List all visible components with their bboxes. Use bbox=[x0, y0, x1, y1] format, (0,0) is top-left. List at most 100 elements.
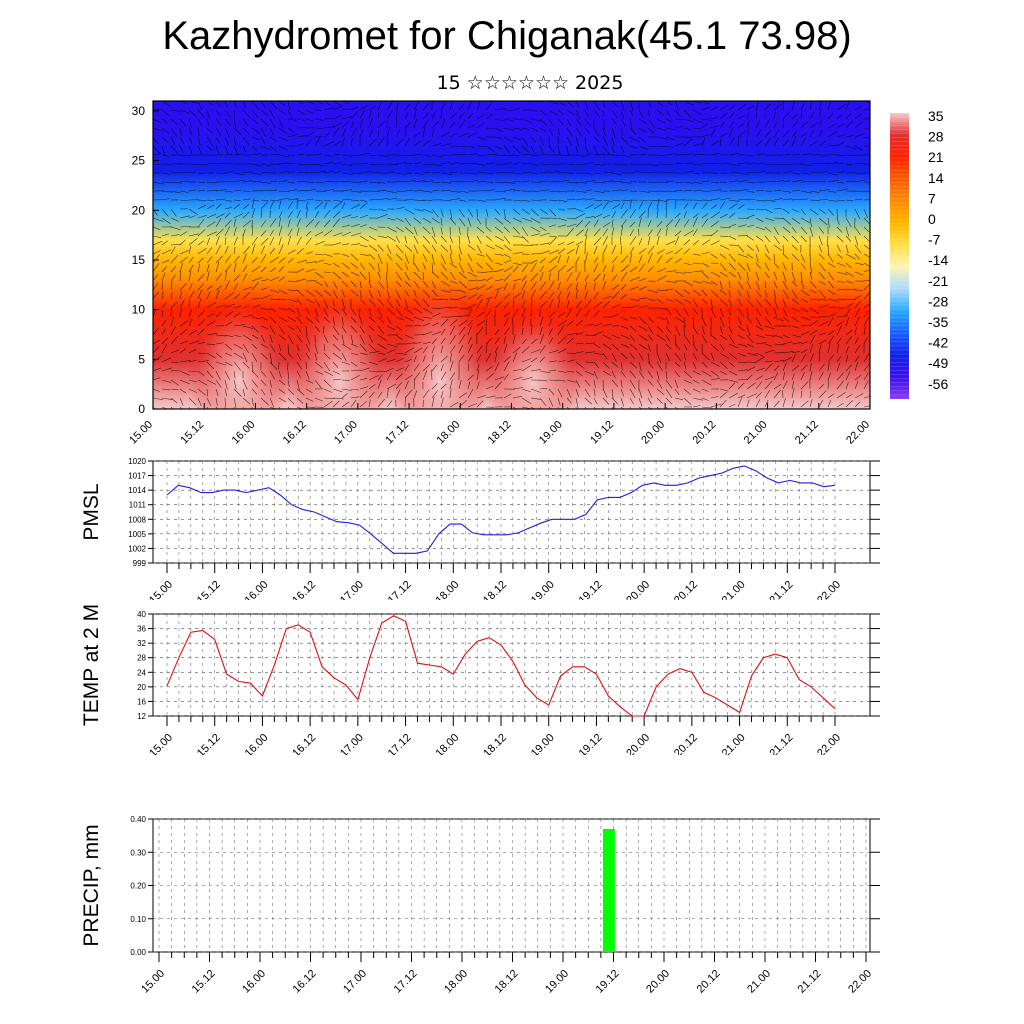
wind-vector bbox=[377, 325, 384, 334]
wind-vector bbox=[269, 343, 276, 353]
wind-vector bbox=[692, 217, 698, 228]
wind-vector bbox=[287, 118, 297, 121]
wind-vector bbox=[359, 180, 368, 183]
wind-vector bbox=[629, 325, 637, 332]
wind-vector bbox=[350, 199, 360, 202]
pmsl-x-tick-label: 16.00 bbox=[243, 579, 271, 600]
wind-vector bbox=[512, 217, 523, 223]
wind-vector bbox=[602, 222, 611, 228]
wind-vector bbox=[278, 101, 286, 107]
wind-vector bbox=[476, 279, 486, 282]
wind-vector bbox=[368, 271, 371, 283]
wind-vector bbox=[368, 226, 378, 231]
precip-y-tick-label: 0.30 bbox=[130, 848, 146, 857]
wind-vector bbox=[153, 346, 160, 354]
wind-vector bbox=[458, 392, 467, 399]
wind-vector bbox=[800, 235, 807, 243]
wind-vector bbox=[557, 360, 566, 363]
wind-vector bbox=[233, 127, 242, 136]
wind-vector bbox=[773, 372, 779, 381]
pmsl-ylabel: PMSL bbox=[80, 483, 103, 540]
wind-vector bbox=[692, 153, 704, 156]
wind-vector bbox=[692, 109, 703, 116]
wind-vector bbox=[323, 370, 334, 376]
wind-vector bbox=[269, 145, 278, 152]
wind-vector bbox=[584, 127, 590, 134]
wind-vector bbox=[170, 316, 174, 327]
wind-vector bbox=[557, 291, 562, 300]
wind-vector bbox=[665, 397, 673, 405]
wind-vector bbox=[710, 370, 720, 377]
wind-vector bbox=[638, 397, 643, 407]
wind-vector bbox=[170, 226, 181, 231]
temp-x-tick-label: 18.12 bbox=[481, 732, 509, 755]
wind-vector bbox=[836, 141, 845, 147]
precip-x-tick-label: 17.12 bbox=[392, 968, 420, 996]
wind-vector bbox=[746, 181, 755, 184]
wind-vector bbox=[431, 128, 435, 138]
precip-y-tick-label: 0.20 bbox=[130, 882, 146, 891]
wind-vector bbox=[188, 299, 190, 309]
wind-vector bbox=[737, 378, 749, 381]
wind-vector bbox=[854, 308, 861, 318]
wind-vector bbox=[575, 154, 585, 157]
wind-vector bbox=[530, 299, 533, 309]
wind-vector bbox=[296, 227, 300, 237]
wind-vector bbox=[647, 334, 654, 341]
temp-x-tick-label: 19.12 bbox=[577, 732, 605, 755]
wind-vector bbox=[863, 127, 870, 130]
wind-vector bbox=[260, 307, 271, 311]
wind-vector bbox=[179, 180, 190, 183]
wind-vector bbox=[153, 367, 162, 372]
wind-vector bbox=[737, 280, 744, 290]
wind-vector bbox=[323, 253, 333, 257]
wind-vector bbox=[566, 227, 574, 237]
wind-vector bbox=[512, 308, 519, 318]
wind-vector bbox=[827, 271, 834, 280]
wind-vector bbox=[683, 325, 685, 337]
wind-vector bbox=[161, 190, 173, 193]
wind-vector bbox=[170, 145, 179, 154]
wind-vector bbox=[323, 361, 331, 372]
wind-vector bbox=[269, 189, 278, 192]
wind-vector bbox=[404, 347, 414, 354]
wind-vector bbox=[701, 280, 713, 285]
wind-vector bbox=[620, 307, 632, 309]
wind-vector bbox=[404, 298, 408, 309]
wind-vector bbox=[710, 289, 719, 298]
wind-vector bbox=[512, 181, 521, 183]
wind-vector bbox=[827, 362, 830, 372]
wind-vector bbox=[728, 382, 736, 390]
wind-vector bbox=[665, 280, 677, 283]
wind-vector bbox=[404, 180, 416, 183]
wind-vector bbox=[368, 109, 372, 120]
wind-vector bbox=[161, 127, 169, 134]
wind-vector bbox=[737, 204, 745, 210]
temp-x-tick-label: 16.12 bbox=[290, 732, 318, 755]
wind-vector bbox=[278, 244, 284, 255]
wind-vector bbox=[215, 244, 221, 255]
wind-vector bbox=[863, 362, 870, 372]
wind-vector bbox=[845, 226, 850, 237]
wind-vector bbox=[314, 289, 323, 297]
x-tick-label: 15.00 bbox=[127, 419, 155, 447]
wind-vector bbox=[332, 397, 344, 400]
y-tick-label: 20 bbox=[132, 203, 146, 217]
wind-vector bbox=[719, 253, 727, 260]
wind-vector bbox=[656, 136, 668, 140]
wind-vector bbox=[368, 375, 379, 381]
wind-vector bbox=[773, 244, 782, 251]
wind-vector bbox=[161, 240, 168, 246]
wind-vector bbox=[386, 289, 391, 299]
wind-vector bbox=[161, 337, 169, 345]
wind-vector bbox=[503, 253, 512, 259]
wind-vector bbox=[476, 369, 480, 381]
wind-vector bbox=[683, 379, 693, 384]
wind-vector bbox=[359, 289, 362, 299]
wind-vector bbox=[602, 228, 608, 237]
wind-vector bbox=[575, 342, 584, 345]
wind-vector bbox=[305, 379, 314, 384]
wind-vector bbox=[548, 406, 552, 409]
wind-vector bbox=[800, 331, 810, 336]
wind-vector bbox=[215, 289, 220, 300]
